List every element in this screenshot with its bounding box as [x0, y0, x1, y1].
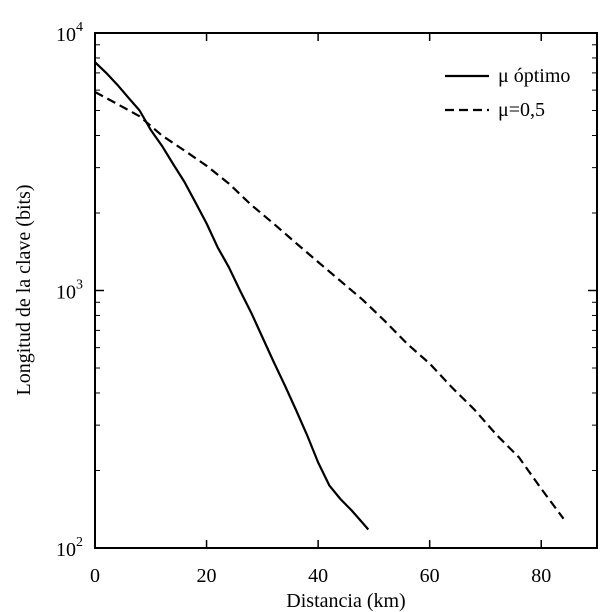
y-tick-label: 104	[56, 20, 83, 46]
series-layer	[94, 61, 565, 531]
x-tick-label: 20	[197, 565, 217, 587]
legend-label: μ=0,5	[498, 99, 545, 121]
y-axis-label: Longitud de la clave (bits)	[13, 184, 35, 395]
x-tick-label: 60	[420, 565, 440, 587]
legend: μ óptimo μ=0,5	[445, 65, 570, 121]
series-line-mu-optimo	[94, 61, 370, 531]
x-tick-label: 0	[90, 565, 100, 587]
y-axis-ticks: 104 103 102	[56, 20, 597, 561]
series-line-mu-05	[94, 91, 565, 520]
x-tick-label: 80	[531, 565, 551, 587]
x-axis-ticks: 0 20 40 60 80	[90, 33, 551, 587]
legend-label: μ óptimo	[498, 65, 570, 87]
y-tick-label: 102	[56, 535, 83, 561]
x-tick-label: 40	[308, 565, 328, 587]
y-tick-label: 103	[56, 278, 83, 304]
x-axis-label: Distancia (km)	[286, 590, 405, 612]
